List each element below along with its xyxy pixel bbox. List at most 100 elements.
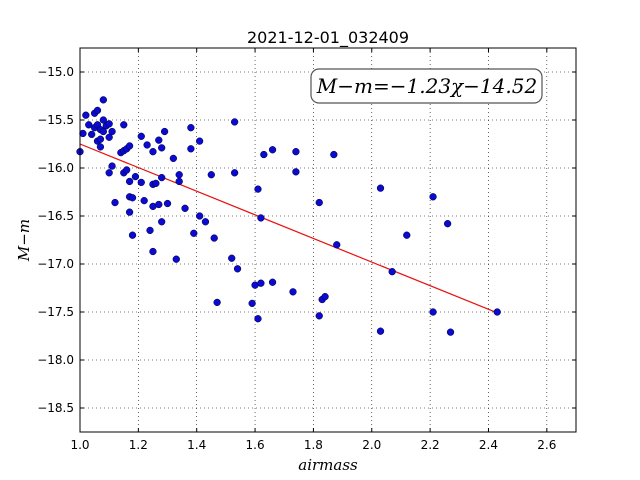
data-point: [111, 198, 119, 207]
data-point: [82, 111, 90, 119]
x-tick-label: 1.6: [246, 438, 265, 452]
plot-frame: [79, 47, 577, 433]
data-point: [292, 168, 300, 176]
data-point: [228, 254, 236, 262]
data-point: [105, 169, 113, 177]
data-point: [268, 278, 277, 286]
data-point: [172, 255, 180, 263]
x-tick-labels: 1.0 1.2 1.4 1.6 1.8 2.0 2.2 2.4 2.6: [70, 438, 556, 452]
data-point: [248, 299, 256, 308]
data-point: [330, 150, 338, 159]
data-point: [181, 204, 189, 212]
data-point: [99, 116, 107, 124]
data-point: [79, 129, 87, 138]
y-tick-label: −17.0: [37, 257, 74, 271]
plot-area: [80, 48, 576, 432]
data-point: [254, 185, 262, 193]
data-point: [315, 312, 323, 320]
data-point: [88, 130, 96, 139]
data-point: [195, 212, 204, 220]
y-tick-label: −18.5: [37, 401, 74, 415]
y-tick-label: −15.0: [37, 65, 74, 79]
x-tick-label: 2.6: [537, 438, 556, 452]
data-point: [268, 146, 277, 154]
data-point: [190, 229, 198, 237]
data-point: [158, 144, 166, 152]
data-point: [289, 288, 297, 296]
data-point: [230, 169, 239, 177]
data-point: [429, 193, 437, 201]
x-axis-label: airmass: [298, 456, 358, 474]
fit-annotation: M−m=−1.23χ−14.52: [310, 68, 543, 104]
fit-equation: M−m=−1.23χ−14.52: [316, 74, 537, 98]
data-point: [160, 127, 169, 136]
data-point: [403, 231, 411, 239]
data-point: [93, 106, 102, 115]
x-tick-label: 1.8: [304, 438, 323, 452]
data-point: [260, 150, 268, 159]
data-point: [233, 265, 242, 273]
data-point: [99, 127, 107, 136]
x-tick-label: 1.2: [129, 438, 148, 452]
data-point: [149, 148, 157, 156]
ticks: [79, 48, 576, 432]
data-point: [143, 141, 151, 149]
data-point: [175, 177, 183, 186]
annotation-box: [310, 68, 543, 104]
data-point: [155, 200, 163, 209]
data-point: [131, 172, 140, 181]
data-point: [163, 199, 172, 208]
data-point: [155, 136, 163, 144]
data-point: [105, 120, 113, 128]
data-point: [257, 279, 265, 287]
data-point: [158, 173, 166, 182]
data-point: [120, 121, 128, 129]
data-point: [230, 118, 239, 126]
x-tick-label: 2.4: [479, 438, 498, 452]
data-point: [96, 143, 105, 151]
data-point: [195, 137, 204, 145]
data-point: [333, 241, 341, 249]
data-point: [388, 268, 396, 276]
data-point: [187, 124, 195, 132]
chart-title: 2021-12-01_032409: [247, 28, 409, 48]
data-point: [315, 198, 323, 207]
data-point: [125, 142, 134, 150]
data-point: [254, 315, 262, 323]
data-point: [99, 96, 107, 104]
data-point: [125, 177, 134, 186]
x-tick-label: 2.2: [421, 438, 440, 452]
data-point: [149, 247, 157, 256]
y-axis-label: M−m: [15, 219, 33, 262]
data-point: [257, 214, 265, 222]
data-point: [376, 184, 385, 192]
data-point: [152, 179, 160, 188]
data-point: [128, 231, 137, 239]
fit-line: [79, 143, 498, 314]
x-tick-label: 1.0: [70, 438, 89, 452]
data-point: [321, 292, 329, 301]
y-tick-label: −17.5: [37, 305, 74, 319]
data-point: [146, 226, 154, 235]
data-point: [137, 132, 145, 140]
data-point: [123, 166, 131, 174]
data-point: [201, 218, 210, 226]
data-point: [213, 298, 221, 307]
data-point: [210, 234, 218, 242]
data-point: [137, 178, 145, 187]
y-tick-labels: −15.0 −15.5 −16.0 −16.5 −17.0 −17.5 −18.0 −18.5: [37, 65, 74, 415]
data-point: [376, 327, 385, 335]
fit-layer: [79, 143, 498, 314]
x-tick-label: 2.0: [362, 438, 381, 452]
data-point: [108, 162, 116, 170]
data-point: [128, 194, 137, 202]
y-tick-label: −16.5: [37, 209, 74, 223]
data-point: [169, 154, 178, 163]
data-point: [493, 308, 501, 316]
data-point: [125, 208, 134, 216]
y-tick-label: −15.5: [37, 113, 74, 127]
data-point: [158, 218, 166, 226]
y-tick-label: −18.0: [37, 353, 74, 367]
data-point: [140, 196, 148, 205]
